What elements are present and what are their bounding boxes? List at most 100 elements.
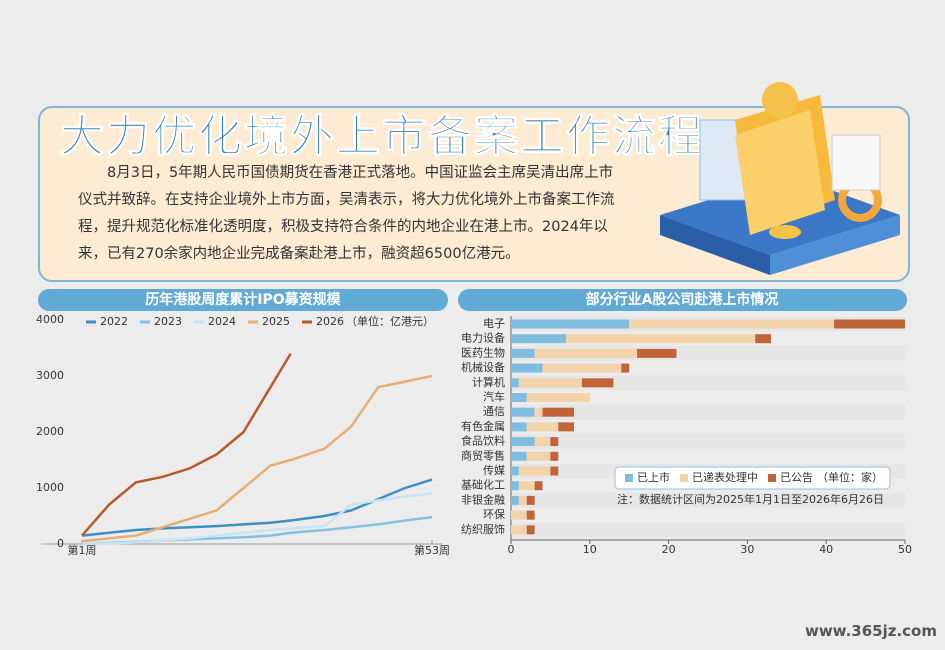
unit-label: （单位：家） (817, 470, 883, 484)
y-tick-label: 电力设备 (461, 331, 505, 345)
bar-segment (621, 363, 630, 373)
bar-segment (511, 348, 535, 358)
bar-segment (518, 378, 582, 388)
bar-segment (526, 525, 535, 535)
y-tick-label: 纺织服饰 (461, 522, 505, 536)
bar-segment (511, 525, 527, 535)
bar-segment (511, 466, 519, 476)
y-tick-label: 环保 (483, 507, 505, 521)
watermark: www.365jz.com (804, 622, 937, 640)
bar-segment (511, 378, 519, 388)
legend-swatch (625, 474, 633, 482)
y-tick-label: 电子 (483, 317, 505, 330)
x-tick-label: 第1周 (68, 543, 97, 557)
bar-segment (511, 495, 519, 505)
x-tick-label: 10 (583, 543, 597, 556)
bar-segment (511, 510, 527, 520)
legend-label: 已递表处理中 (692, 470, 758, 484)
legend-label: 2024 (208, 315, 236, 328)
series-line (81, 492, 433, 546)
bar-segment (511, 363, 543, 373)
y-tick-label: 2000 (36, 425, 64, 438)
bar-segment (542, 407, 575, 417)
chart-header (38, 289, 448, 311)
bar-segment (755, 334, 772, 344)
unit-label: （单位：亿港元） (346, 314, 434, 328)
legend-label: 已公告 (780, 471, 813, 484)
series-line (81, 478, 433, 537)
bar-segment (558, 422, 575, 432)
bar-segment (526, 422, 559, 432)
y-tick-label: 通信 (483, 405, 505, 418)
legend-label: 2023 (154, 315, 182, 328)
illustration (660, 82, 900, 275)
bar-segment (550, 466, 559, 476)
bar-segment (511, 319, 630, 329)
y-tick-label: 非银金融 (461, 492, 505, 506)
bar-segment (526, 510, 535, 520)
bar-segment (526, 393, 590, 402)
series-line (81, 352, 292, 537)
bar-segment (534, 437, 551, 447)
bar-segment (518, 481, 535, 491)
y-tick-label: 商贸零售 (461, 448, 505, 462)
headline: 大力优化境外上市备案工作流程 (60, 111, 704, 163)
legend-swatch (768, 474, 776, 482)
x-tick-label: 第53周 (414, 543, 450, 557)
y-tick-label: 食品饮料 (461, 434, 505, 448)
legend-label: 2022 (100, 315, 128, 328)
bar-segment (534, 481, 543, 491)
bar-segment (511, 393, 527, 402)
bar-segment (511, 422, 527, 432)
y-tick-label: 计算机 (472, 375, 505, 389)
legend-swatch (680, 474, 688, 482)
series-line (81, 374, 433, 543)
x-tick-label: 0 (508, 543, 515, 556)
chart-title: 部分行业A股公司赴港上市情况 (586, 291, 779, 308)
bar-segment (518, 466, 551, 476)
intro-text: 8月3日，5年期人民币国债期货在香港正式落地。中国证监会主席吴清出席上市仪式并致… (78, 165, 615, 262)
y-tick-label: 基础化工 (461, 478, 505, 492)
bar-segment (526, 495, 535, 505)
legend-label: 已上市 (637, 470, 670, 484)
legend-box (614, 466, 891, 490)
bar-segment (534, 407, 543, 417)
x-tick-label: 30 (740, 543, 754, 556)
y-tick-label: 4000 (36, 313, 64, 326)
row-stripe (511, 522, 905, 538)
bar-segment (566, 334, 756, 344)
y-tick-label: 传媒 (483, 464, 505, 477)
y-tick-label: 3000 (36, 369, 64, 382)
bar-segment (637, 348, 677, 358)
chart-title: 历年港股周度累计IPO募资规模 (145, 291, 341, 308)
bar-segment (534, 348, 638, 358)
legend-label: 2025 (262, 315, 290, 328)
row-stripe (511, 404, 905, 420)
bar-segment (511, 334, 567, 344)
bar-segment (511, 437, 535, 447)
bar-segment (550, 437, 559, 447)
y-tick-label: 0 (57, 537, 64, 550)
x-tick-label: 20 (662, 543, 676, 556)
bar-segment (511, 451, 527, 461)
row-stripe (511, 434, 905, 449)
y-tick-label: 医药生物 (461, 345, 505, 359)
bar-segment (542, 363, 622, 373)
row-stripe (511, 493, 905, 508)
bar-segment (581, 378, 614, 388)
x-tick-label: 50 (898, 543, 912, 556)
x-tick-label: 40 (819, 543, 833, 556)
y-tick-label: 有色金属 (461, 419, 505, 433)
bar-segment (834, 319, 905, 329)
bar-segment (511, 481, 519, 491)
legend-label: 2026 (316, 315, 344, 328)
chart-header (458, 289, 907, 311)
bar-segment (550, 451, 559, 461)
bar-segment (526, 451, 551, 461)
bar-segment (518, 495, 527, 505)
bar-segment (511, 407, 535, 417)
bar-segment (629, 319, 835, 329)
y-tick-label: 汽车 (483, 390, 505, 404)
